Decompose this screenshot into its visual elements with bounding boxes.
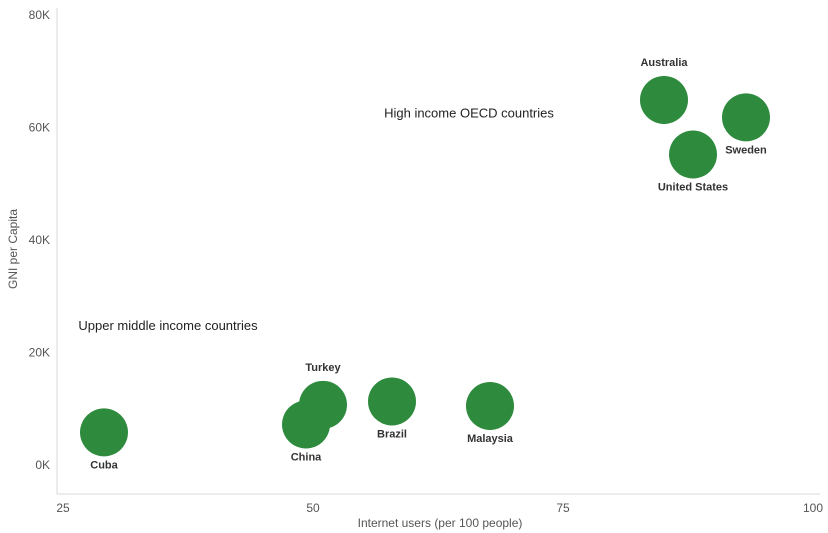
point-label: United States: [658, 182, 728, 194]
point-cuba: [80, 408, 128, 457]
point-united-states: [669, 130, 717, 179]
point-label: Turkey: [305, 362, 341, 374]
point-label: Brazil: [377, 428, 407, 440]
x-axis-title: Internet users (per 100 people): [358, 516, 523, 530]
y-tick-label: 80K: [29, 8, 50, 22]
point-label: Cuba: [90, 459, 118, 471]
y-tick-label: 40K: [29, 233, 50, 247]
point-label: Australia: [640, 57, 688, 69]
x-tick-label: 50: [306, 501, 320, 515]
data-points: Cuba China Turkey Brazil Malaysia Australia Sw…: [80, 57, 770, 471]
point-brazil: [368, 377, 416, 426]
y-tick-label: 60K: [29, 121, 50, 135]
point-label: Malaysia: [467, 433, 514, 445]
x-tick-labels: 25 50 75 100: [56, 501, 823, 515]
annotation-label: Upper middle income countries: [78, 318, 258, 333]
point-label: Sweden: [725, 144, 767, 156]
x-tick-label: 25: [56, 501, 70, 515]
annotation-label: High income OECD countries: [384, 105, 554, 120]
y-tick-label: 20K: [29, 346, 50, 360]
x-tick-label: 100: [803, 501, 823, 515]
point-australia: [640, 75, 688, 124]
x-tick-label: 75: [556, 501, 570, 515]
y-tick-labels: 0K 20K 40K 60K 80K: [29, 8, 50, 472]
point-label: China: [291, 452, 322, 464]
point-sweden: [722, 93, 770, 142]
point-turkey: [299, 380, 347, 429]
y-axis-title: GNI per Capita: [6, 209, 20, 289]
point-malaysia: [466, 381, 514, 430]
y-tick-label: 0K: [35, 458, 50, 472]
annotations: High income OECD countries Upper middle i…: [78, 105, 554, 333]
